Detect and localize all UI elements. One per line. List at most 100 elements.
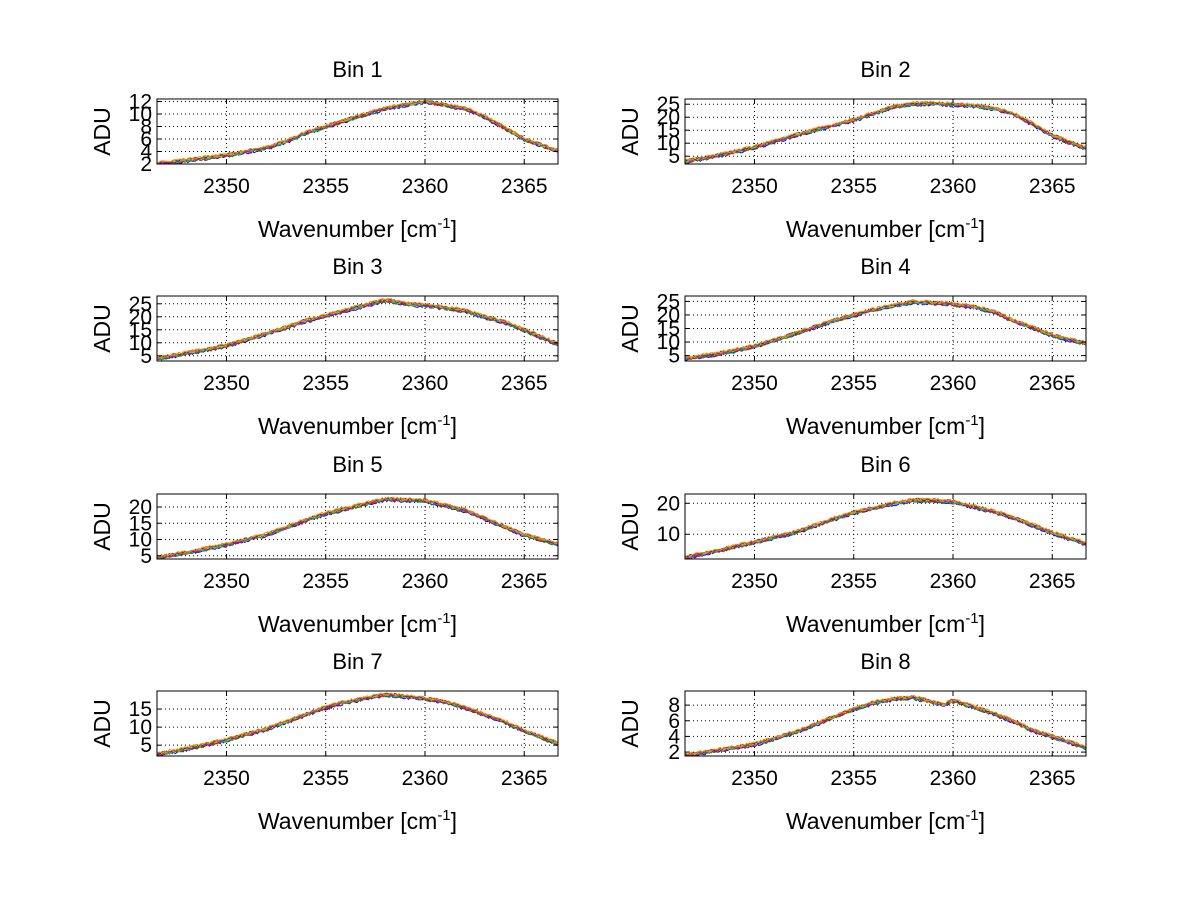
x-axis-label-main: Wavenumber [cm	[258, 611, 437, 637]
x-axis-label-tail: ]	[451, 413, 457, 439]
y-axis-label: ADU	[617, 502, 643, 551]
x-axis-label: Wavenumber [cm-1]	[786, 215, 985, 242]
x-tick-label: 2355	[830, 175, 877, 198]
subplot-title: Bin 8	[860, 649, 910, 674]
x-tick-label: 2365	[501, 570, 548, 593]
x-axis-label: Wavenumber [cm-1]	[786, 610, 985, 637]
subplot-title: Bin 5	[332, 452, 382, 477]
x-axis-label-main: Wavenumber [cm	[786, 413, 965, 439]
x-axis-label-tail: ]	[979, 611, 985, 637]
y-tick-label: 10	[657, 331, 680, 354]
y-tick-label: 12	[129, 91, 152, 114]
x-axis-label-superscript: -1	[965, 807, 978, 824]
spectrum-line-8	[156, 99, 559, 164]
axes-box	[684, 493, 1087, 560]
axes-box	[156, 493, 559, 560]
x-tick-label: 2355	[302, 372, 349, 395]
y-tick-label: 25	[129, 293, 152, 316]
y-tick-label: 20	[657, 492, 680, 515]
x-tick-label: 2350	[203, 175, 250, 198]
y-tick-label: 20	[129, 306, 152, 329]
spectrum-line-8	[684, 299, 1087, 359]
x-axis-label-superscript: -1	[437, 807, 450, 824]
subplot-title: Bin 1	[332, 57, 382, 82]
spectrum-line-7	[156, 99, 559, 165]
x-axis-label-tail: ]	[451, 611, 457, 637]
x-tick-label: 2355	[830, 767, 877, 790]
y-tick-label: 5	[140, 734, 152, 757]
y-tick-label: 10	[129, 529, 152, 552]
x-tick-label: 2365	[501, 175, 548, 198]
y-axis-label: ADU	[89, 304, 115, 353]
y-tick-label: 25	[657, 93, 680, 116]
y-tick-label: 10	[129, 103, 152, 126]
y-tick-label: 4	[140, 141, 152, 164]
spectrum-line-8	[156, 496, 559, 558]
x-tick-label: 2350	[731, 175, 778, 198]
spectrum-line-3	[684, 301, 1087, 361]
x-tick-label: 2350	[731, 372, 778, 395]
y-tick-label: 15	[129, 319, 152, 342]
x-tick-label: 2350	[731, 767, 778, 790]
x-axis-label-tail: ]	[979, 413, 985, 439]
x-axis-label-main: Wavenumber [cm	[786, 808, 965, 834]
y-tick-label: 5	[668, 145, 680, 168]
spectrum-line-8	[684, 497, 1087, 557]
x-tick-label: 2365	[501, 767, 548, 790]
plot-area	[157, 99, 558, 164]
subplot-title: Bin 7	[332, 649, 382, 674]
x-tick-label: 2360	[930, 767, 977, 790]
x-tick-label: 2350	[203, 570, 250, 593]
spectrum-line-8	[156, 298, 559, 359]
y-tick-label: 10	[657, 523, 680, 546]
x-axis-label-main: Wavenumber [cm	[786, 611, 965, 637]
y-axis-label: ADU	[89, 107, 115, 156]
y-tick-label: 10	[129, 716, 152, 739]
y-axis-label: ADU	[617, 304, 643, 353]
y-tick-label: 20	[657, 106, 680, 129]
x-tick-label: 2360	[930, 175, 977, 198]
x-tick-label: 2355	[302, 767, 349, 790]
y-tick-label: 8	[668, 694, 680, 717]
x-tick-label: 2360	[402, 372, 449, 395]
y-tick-label: 15	[129, 512, 152, 535]
y-tick-label: 5	[140, 545, 152, 568]
y-tick-label: 20	[657, 304, 680, 327]
subplot-title: Bin 4	[860, 254, 910, 279]
x-axis-label-superscript: -1	[965, 610, 978, 627]
subplot-title: Bin 2	[860, 57, 910, 82]
axes-box	[156, 98, 559, 165]
x-axis-label-superscript: -1	[965, 412, 978, 429]
x-axis-label: Wavenumber [cm-1]	[786, 412, 985, 439]
x-axis-label-superscript: -1	[437, 610, 450, 627]
x-tick-label: 2360	[930, 372, 977, 395]
x-axis-label: Wavenumber [cm-1]	[786, 807, 985, 834]
x-tick-label: 2360	[402, 175, 449, 198]
y-tick-label: 2	[140, 153, 152, 176]
y-tick-label: 4	[668, 725, 680, 748]
x-axis-label-tail: ]	[451, 808, 457, 834]
y-tick-label: 15	[657, 119, 680, 142]
y-tick-label: 5	[668, 345, 680, 368]
x-tick-label: 2365	[1029, 767, 1076, 790]
x-tick-label: 2365	[501, 372, 548, 395]
spectrum-line-8	[156, 692, 559, 755]
x-tick-label: 2360	[930, 570, 977, 593]
spectrum-line-7	[684, 299, 1087, 358]
y-tick-label: 5	[140, 345, 152, 368]
x-tick-label: 2360	[402, 767, 449, 790]
x-tick-label: 2355	[830, 570, 877, 593]
spectrum-line-8	[684, 100, 1087, 162]
x-tick-label: 2350	[203, 372, 250, 395]
axes-box	[156, 690, 559, 757]
y-axis-label: ADU	[89, 502, 115, 551]
x-axis-label-superscript: -1	[437, 412, 450, 429]
x-axis-label: Wavenumber [cm-1]	[258, 215, 457, 242]
